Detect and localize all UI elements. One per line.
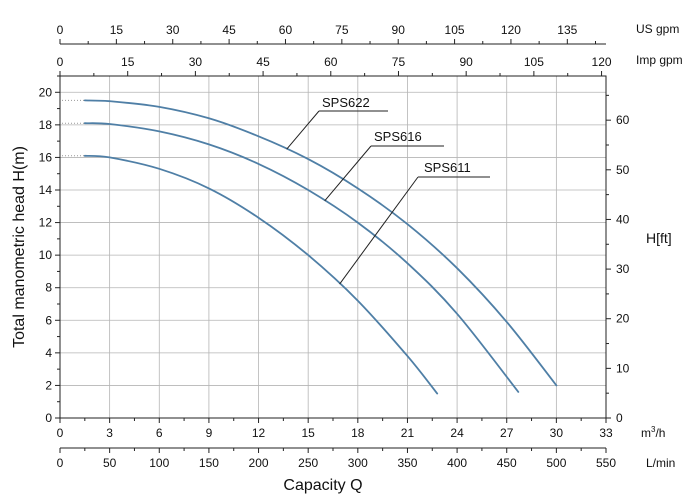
y-tick-label: 20 bbox=[39, 85, 53, 99]
y2-tick-label: 0 bbox=[616, 411, 623, 425]
x-tick-label: 33 bbox=[599, 426, 613, 440]
series-line-sps616 bbox=[83, 122, 520, 393]
y-tick-label: 12 bbox=[39, 216, 53, 230]
x-top-outer-tick-label: 15 bbox=[110, 23, 124, 37]
x-unit-top-outer: US gpm bbox=[636, 22, 679, 36]
y-tick-label: 18 bbox=[39, 118, 53, 132]
leader-line bbox=[339, 176, 419, 285]
x-tick-label: 30 bbox=[550, 426, 564, 440]
y-tick-label: 14 bbox=[39, 183, 53, 197]
series-line-sps611 bbox=[83, 154, 439, 395]
x-top-inner-tick-label: 75 bbox=[392, 55, 406, 69]
x2-tick-label: 550 bbox=[596, 456, 616, 470]
x-tick-label: 18 bbox=[351, 426, 365, 440]
y-axis-title: Total manometric head H(m) bbox=[11, 146, 28, 348]
x-tick-label: 27 bbox=[500, 426, 514, 440]
y-tick-label: 2 bbox=[45, 378, 52, 392]
x-tick-label: 15 bbox=[302, 426, 316, 440]
x-tick-label: 24 bbox=[450, 426, 464, 440]
gridlines bbox=[60, 76, 606, 418]
x-axis-title: Capacity Q bbox=[283, 477, 362, 494]
x-top-inner-tick-label: 90 bbox=[459, 55, 473, 69]
x-unit-top-inner: Imp gpm bbox=[636, 53, 683, 67]
y-tick-label: 8 bbox=[45, 281, 52, 295]
x2-tick-label: 400 bbox=[447, 456, 467, 470]
x2-tick-label: 500 bbox=[546, 456, 566, 470]
x-unit-primary: m3/h bbox=[641, 425, 665, 440]
x2-tick-label: 0 bbox=[57, 456, 64, 470]
x-tick-label: 3 bbox=[106, 426, 113, 440]
y2-axis-title: H[ft] bbox=[646, 230, 672, 246]
y2-tick-label: 50 bbox=[616, 163, 630, 177]
x2-tick-label: 200 bbox=[249, 456, 269, 470]
leader-line bbox=[286, 110, 320, 150]
x-top-inner-tick-label: 120 bbox=[592, 55, 612, 69]
x-top-outer-tick-label: 60 bbox=[279, 23, 293, 37]
x-top-inner-tick-label: 30 bbox=[189, 55, 203, 69]
y-tick-label: 6 bbox=[45, 313, 52, 327]
x2-tick-label: 450 bbox=[497, 456, 517, 470]
x-top-inner-tick-label: 105 bbox=[524, 55, 544, 69]
y2-tick-label: 30 bbox=[616, 262, 630, 276]
x-top-outer-tick-label: 90 bbox=[392, 23, 406, 37]
series-curves bbox=[83, 99, 558, 395]
series-label-sps611: SPS611 bbox=[424, 160, 471, 175]
series-label-sps616: SPS616 bbox=[374, 129, 422, 144]
y2-tick-label: 60 bbox=[616, 113, 630, 127]
x-top-inner-tick-label: 60 bbox=[324, 55, 338, 69]
y2-tick-label: 20 bbox=[616, 312, 630, 326]
x-top-outer-tick-label: 135 bbox=[557, 23, 577, 37]
x-tick-label: 6 bbox=[156, 426, 163, 440]
x-top-inner-tick-label: 0 bbox=[57, 55, 64, 69]
x-tick-label: 9 bbox=[206, 426, 213, 440]
x-unit-secondary: L/min bbox=[646, 456, 675, 470]
x2-tick-label: 300 bbox=[348, 456, 368, 470]
x-top-outer-tick-label: 30 bbox=[166, 23, 180, 37]
x2-tick-label: 100 bbox=[149, 456, 169, 470]
plot-frame bbox=[59, 75, 607, 419]
x2-tick-label: 150 bbox=[199, 456, 219, 470]
series-line-sps622 bbox=[83, 99, 558, 387]
x-tick-label: 12 bbox=[252, 426, 266, 440]
x-top-inner-tick-label: 45 bbox=[256, 55, 270, 69]
x-top-outer-tick-label: 120 bbox=[501, 23, 521, 37]
y-tick-label: 4 bbox=[45, 346, 52, 360]
y-tick-label: 0 bbox=[45, 411, 52, 425]
series-leader-lines: SPS622 SPS616 SPS611 bbox=[286, 95, 490, 285]
y2-tick-label: 40 bbox=[616, 212, 630, 226]
leader-line bbox=[324, 145, 372, 202]
curve-start-guides bbox=[62, 99, 85, 157]
axis-labels: Total manometric head H(m) H[ft] Capacit… bbox=[11, 22, 683, 494]
y2-tick-label: 10 bbox=[616, 361, 630, 375]
y-tick-label: 10 bbox=[39, 248, 53, 262]
x2-tick-label: 250 bbox=[298, 456, 318, 470]
x2-tick-label: 50 bbox=[103, 456, 117, 470]
x-tick-label: 21 bbox=[401, 426, 415, 440]
x-top-outer-tick-label: 0 bbox=[57, 23, 64, 37]
x-top-inner-tick-label: 15 bbox=[121, 55, 135, 69]
x-top-outer-tick-label: 105 bbox=[445, 23, 465, 37]
y-tick-label: 16 bbox=[39, 150, 53, 164]
series-label-sps622: SPS622 bbox=[322, 95, 370, 110]
x2-tick-label: 350 bbox=[397, 456, 417, 470]
x-top-outer-tick-label: 75 bbox=[335, 23, 349, 37]
x-top-outer-tick-label: 45 bbox=[222, 23, 236, 37]
x-tick-label: 0 bbox=[57, 426, 64, 440]
